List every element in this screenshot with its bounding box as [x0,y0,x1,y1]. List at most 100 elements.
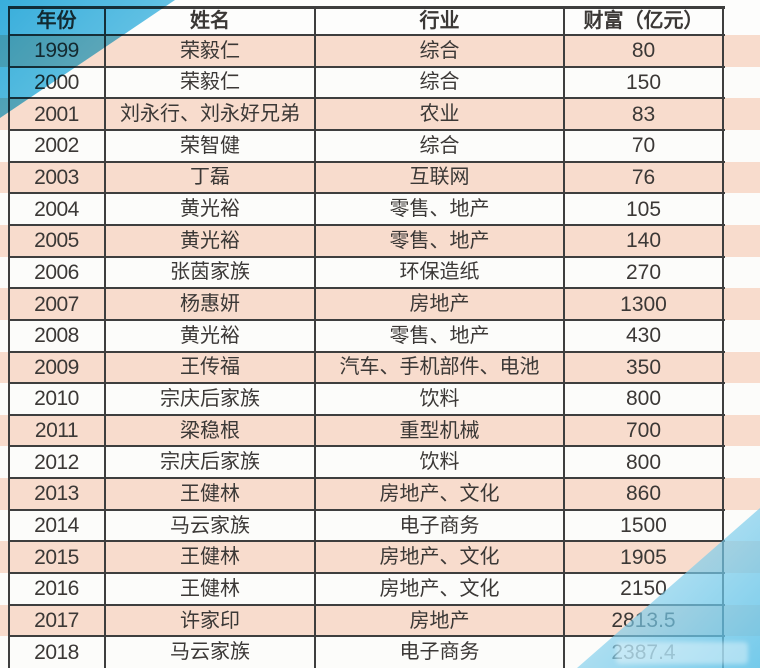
table-cell: 房地产、文化 [379,546,500,569]
table-cell: 150 [625,70,662,94]
table-row: 2015 王健林 房地产、文化 1905 [8,541,723,573]
table-cell: 环保造纸 [399,261,480,284]
table-cell: 马云家族 [170,514,250,537]
grid-line-horizontal [8,572,725,575]
table-cell: 宗庆后家族 [160,387,260,410]
grid-line-vertical [8,7,10,668]
row-stripe [0,446,760,479]
table-cell: 电子商务 [399,641,480,664]
table-cell: 重型机械 [399,419,480,442]
table-cell: 2009 [34,355,79,379]
table-cell: 270 [625,260,662,284]
table-cell: 综合 [419,134,460,157]
table-cell: 零售、地产 [389,324,490,347]
row-stripe [0,129,760,162]
row-stripe [0,224,760,257]
table-cell: 2017 [34,609,79,632]
table-cell: 马云家族 [170,641,250,664]
table-row: 1999 荣毅仁 综合 80 [8,35,723,67]
table-row: 2017 许家印 房地产 2813.5 [8,605,723,637]
table-cell: 2003 [34,165,79,189]
grid-line-vertical [563,7,565,668]
grid-line-horizontal [8,635,725,638]
grid-line-horizontal [8,255,725,258]
table-cell: 零售、地产 [389,198,490,221]
table-cell: 2018 [34,640,79,664]
table-cell: 宗庆后家族 [160,451,260,474]
column-header-wealth: 财富（亿元） [583,10,704,32]
table-cell: 农业 [419,103,460,126]
table-cell: 800 [625,450,662,474]
grid-line-horizontal [8,382,725,385]
table-cell: 2150 [620,577,667,601]
column-header-name: 姓名 [190,10,230,32]
table-cell: 荣毅仁 [180,71,240,94]
table-cell: 2006 [34,260,79,284]
table-cell: 黄光裕 [180,229,240,252]
table-cell: 房地产、文化 [379,482,500,505]
column-header-year: 年份 [36,10,77,32]
table-cell: 2000 [34,70,79,94]
grid-line-vertical [104,7,106,668]
table-cell: 互联网 [409,166,470,189]
table-cell: 350 [625,355,662,379]
grid-line-horizontal [8,540,725,543]
row-stripe [0,414,760,447]
table-cell: 房地产、文化 [379,577,500,600]
table-row: 2003 丁磊 互联网 76 [8,162,723,194]
row-stripe [0,256,760,289]
table-cell: 2008 [34,324,79,348]
table-cell: 70 [631,134,656,158]
table-row: 2002 荣智健 综合 70 [8,130,723,162]
row-stripe [0,193,760,225]
table-cell: 76 [631,165,656,189]
table-row: 2010 宗庆后家族 饮料 800 [8,383,723,415]
table-cell: 2014 [34,514,79,538]
table-row: 2009 王传福 汽车、手机部件、电池 350 [8,352,723,384]
table-cell: 80 [631,39,656,63]
table-row: 2004 黄光裕 零售、地产 105 [8,193,723,225]
table-cell: 王健林 [180,577,240,600]
table-cell: 电子商务 [399,514,480,537]
grid-line-horizontal [8,192,725,195]
grid-line-horizontal [8,445,725,448]
table-cell: 2387.4 [611,640,676,664]
table-cell: 零售、地产 [389,229,490,252]
table-cell: 2001 [34,102,79,126]
grid-line-horizontal [8,477,725,480]
grid-line-vertical [314,7,316,668]
table-cell: 王传福 [180,356,240,379]
table-row: 2000 荣毅仁 综合 150 [8,67,723,99]
table-row: 2005 黄光裕 零售、地产 140 [8,225,723,257]
row-stripe [0,288,760,320]
grid-line-horizontal [8,413,725,416]
table-row: 2008 黄光裕 零售、地产 430 [8,320,723,352]
table-cell: 荣智健 [180,134,240,157]
table-cell: 房地产 [409,609,470,632]
grid-line-vertical [722,7,724,668]
table-cell: 2007 [34,292,79,316]
row-stripe [0,478,760,510]
grid-line-horizontal [8,350,725,353]
column-header-industry: 行业 [419,10,460,32]
table-row: 2013 王健林 房地产、文化 860 [8,478,723,510]
table-cell: 许家印 [180,609,240,632]
table-cell: 饮料 [419,387,460,410]
grid-line-horizontal [8,223,725,226]
grid-line-horizontal [8,603,725,606]
table-cell: 2013 [34,482,79,506]
table-cell: 700 [625,419,662,443]
table-cell: 丁磊 [190,166,230,189]
table-cell: 2016 [34,577,79,601]
table-row: 2018 马云家族 电子商务 2387.4 [8,636,723,668]
table-cell: 综合 [419,39,460,62]
grid-line-horizontal [8,34,725,36]
table-cell: 1905 [620,545,667,569]
table-cell: 860 [625,482,662,506]
table-cell: 综合 [419,71,460,94]
grid-line-horizontal [8,318,725,321]
table-cell: 杨惠妍 [180,293,240,315]
row-stripe [0,319,760,352]
table-row: 2016 王健林 房地产、文化 2150 [8,573,723,605]
grid-line-horizontal [8,6,725,9]
